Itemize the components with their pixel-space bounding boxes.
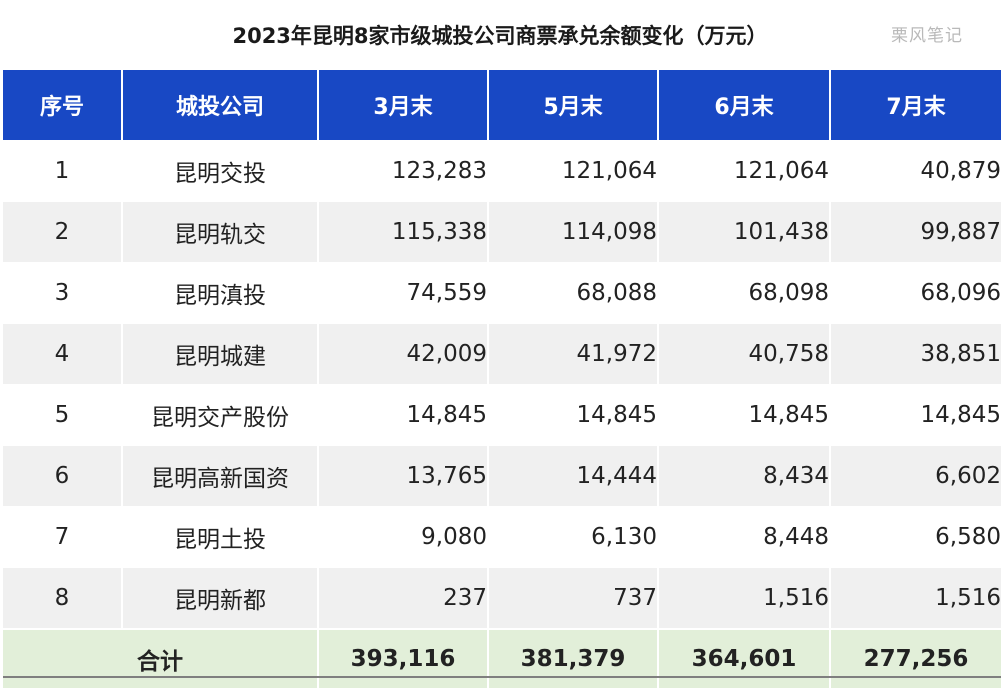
table-row: 8 昆明新都 237 737 1,516 1,516	[3, 567, 1001, 628]
cell-company: 昆明滇投	[123, 262, 319, 323]
cell-company: 昆明高新国资	[123, 445, 319, 506]
header-no: 序号	[3, 70, 123, 140]
cell-jun: 14,845	[659, 384, 831, 445]
cell-jun: 121,064	[659, 140, 831, 201]
table-body: 1 昆明交投 123,283 121,064 121,064 40,879 2 …	[3, 140, 1001, 628]
table-footer: 合计 393,116 381,379 364,601 277,256	[3, 628, 1001, 688]
cell-may: 14,444	[489, 445, 659, 506]
cell-jul: 14,845	[831, 384, 1001, 445]
table-row: 1 昆明交投 123,283 121,064 121,064 40,879	[3, 140, 1001, 201]
total-row: 合计 393,116 381,379 364,601 277,256	[3, 628, 1001, 688]
cell-may: 114,098	[489, 201, 659, 262]
table-bottom-border	[3, 676, 1001, 678]
cell-no: 8	[3, 567, 123, 628]
cell-mar: 237	[319, 567, 489, 628]
cell-mar: 115,338	[319, 201, 489, 262]
total-mar: 393,116	[319, 628, 489, 688]
header-may: 5月末	[489, 70, 659, 140]
cell-jun: 101,438	[659, 201, 831, 262]
table-row: 3 昆明滇投 74,559 68,088 68,098 68,096	[3, 262, 1001, 323]
cell-may: 737	[489, 567, 659, 628]
cell-may: 41,972	[489, 323, 659, 384]
cell-may: 68,088	[489, 262, 659, 323]
cell-no: 5	[3, 384, 123, 445]
cell-company: 昆明交投	[123, 140, 319, 201]
cell-mar: 123,283	[319, 140, 489, 201]
cell-jul: 1,516	[831, 567, 1001, 628]
table-row: 6 昆明高新国资 13,765 14,444 8,434 6,602	[3, 445, 1001, 506]
cell-company: 昆明城建	[123, 323, 319, 384]
cell-no: 4	[3, 323, 123, 384]
cell-no: 7	[3, 506, 123, 567]
cell-jul: 99,887	[831, 201, 1001, 262]
cell-jul: 38,851	[831, 323, 1001, 384]
cell-company: 昆明轨交	[123, 201, 319, 262]
cell-no: 2	[3, 201, 123, 262]
table-row: 5 昆明交产股份 14,845 14,845 14,845 14,845	[3, 384, 1001, 445]
cell-jul: 68,096	[831, 262, 1001, 323]
total-may: 381,379	[489, 628, 659, 688]
table-title: 2023年昆明8家市级城投公司商票承兑余额变化（万元）	[0, 0, 1003, 68]
cell-jun: 40,758	[659, 323, 831, 384]
cell-mar: 42,009	[319, 323, 489, 384]
header-jul: 7月末	[831, 70, 1001, 140]
cell-jun: 8,434	[659, 445, 831, 506]
cell-mar: 14,845	[319, 384, 489, 445]
cell-jun: 8,448	[659, 506, 831, 567]
table-row: 4 昆明城建 42,009 41,972 40,758 38,851	[3, 323, 1001, 384]
header-company: 城投公司	[123, 70, 319, 140]
cell-may: 6,130	[489, 506, 659, 567]
cell-jul: 6,602	[831, 445, 1001, 506]
header-mar: 3月末	[319, 70, 489, 140]
cell-company: 昆明土投	[123, 506, 319, 567]
header-jun: 6月末	[659, 70, 831, 140]
cell-no: 3	[3, 262, 123, 323]
header-row: 序号 城投公司 3月末 5月末 6月末 7月末	[3, 70, 1001, 140]
cell-no: 6	[3, 445, 123, 506]
cell-jul: 40,879	[831, 140, 1001, 201]
table-title-text: 2023年昆明8家市级城投公司商票承兑余额变化（万元）	[232, 24, 768, 48]
cell-mar: 13,765	[319, 445, 489, 506]
table-row: 7 昆明土投 9,080 6,130 8,448 6,580	[3, 506, 1001, 567]
cell-no: 1	[3, 140, 123, 201]
cell-jun: 1,516	[659, 567, 831, 628]
commercial-paper-table: 序号 城投公司 3月末 5月末 6月末 7月末 1 昆明交投 123,283 1…	[3, 70, 1001, 688]
total-jun: 364,601	[659, 628, 831, 688]
cell-jul: 6,580	[831, 506, 1001, 567]
cell-may: 121,064	[489, 140, 659, 201]
cell-jun: 68,098	[659, 262, 831, 323]
table-header: 序号 城投公司 3月末 5月末 6月末 7月末	[3, 70, 1001, 140]
cell-company: 昆明新都	[123, 567, 319, 628]
cell-may: 14,845	[489, 384, 659, 445]
total-label: 合计	[3, 628, 319, 688]
cell-company: 昆明交产股份	[123, 384, 319, 445]
cell-mar: 74,559	[319, 262, 489, 323]
table-row: 2 昆明轨交 115,338 114,098 101,438 99,887	[3, 201, 1001, 262]
watermark: 栗风笔记	[891, 26, 963, 46]
total-jul: 277,256	[831, 628, 1001, 688]
cell-mar: 9,080	[319, 506, 489, 567]
